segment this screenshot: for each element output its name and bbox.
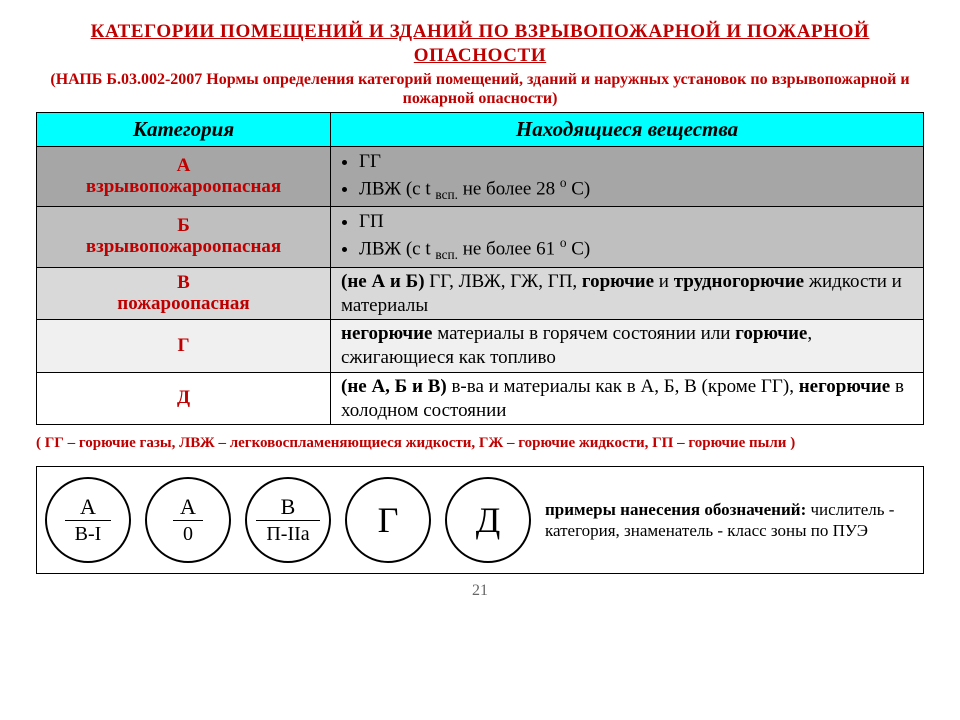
- page-number: 21: [36, 582, 924, 600]
- table-row: Б взрывопожароопасная ГП ЛВЖ (с t всп. н…: [37, 207, 924, 267]
- category-g: Г: [37, 320, 331, 373]
- col-header-category: Категория: [37, 112, 331, 146]
- example-circle-5: Д: [445, 477, 531, 563]
- example-circle-2: А 0: [145, 477, 231, 563]
- category-a: А взрывопожароопасная: [37, 146, 331, 206]
- example-circle-4: Г: [345, 477, 431, 563]
- example-circle-3: В П-IIа: [245, 477, 331, 563]
- desc-v: (не А и Б) ГГ, ЛВЖ, ГЖ, ГП, горючие и тр…: [331, 267, 924, 320]
- desc-b: ГП ЛВЖ (с t всп. не более 61 о С): [331, 207, 924, 267]
- examples-caption: примеры нанесения обозначений: числитель…: [545, 499, 915, 542]
- examples-box: А В-I А 0 В П-IIа Г Д примеры нанесения …: [36, 466, 924, 574]
- desc-d: (не А, Б и В) в-ва и материалы как в А, …: [331, 372, 924, 425]
- categories-table: Категория Находящиеся вещества А взрывоп…: [36, 112, 924, 425]
- desc-g: негорючие материалы в горячем состоянии …: [331, 320, 924, 373]
- col-header-substances: Находящиеся вещества: [331, 112, 924, 146]
- table-row: В пожароопасная (не А и Б) ГГ, ЛВЖ, ГЖ, …: [37, 267, 924, 320]
- category-b: Б взрывопожароопасная: [37, 207, 331, 267]
- table-row: А взрывопожароопасная ГГ ЛВЖ (с t всп. н…: [37, 146, 924, 206]
- abbrev-legend: ( ГГ – горючие газы, ЛВЖ – легковоспламе…: [36, 435, 924, 452]
- page-subtitle: (НАПБ Б.03.002-2007 Нормы определения ка…: [36, 70, 924, 108]
- table-row: Д (не А, Б и В) в-ва и материалы как в А…: [37, 372, 924, 425]
- table-row: Г негорючие материалы в горячем состояни…: [37, 320, 924, 373]
- example-circle-1: А В-I: [45, 477, 131, 563]
- desc-a: ГГ ЛВЖ (с t всп. не более 28 о С): [331, 146, 924, 206]
- category-v: В пожароопасная: [37, 267, 331, 320]
- category-d: Д: [37, 372, 331, 425]
- page-title: КАТЕГОРИИ ПОМЕЩЕНИЙ И ЗДАНИЙ ПО ВЗРЫВОПО…: [36, 20, 924, 68]
